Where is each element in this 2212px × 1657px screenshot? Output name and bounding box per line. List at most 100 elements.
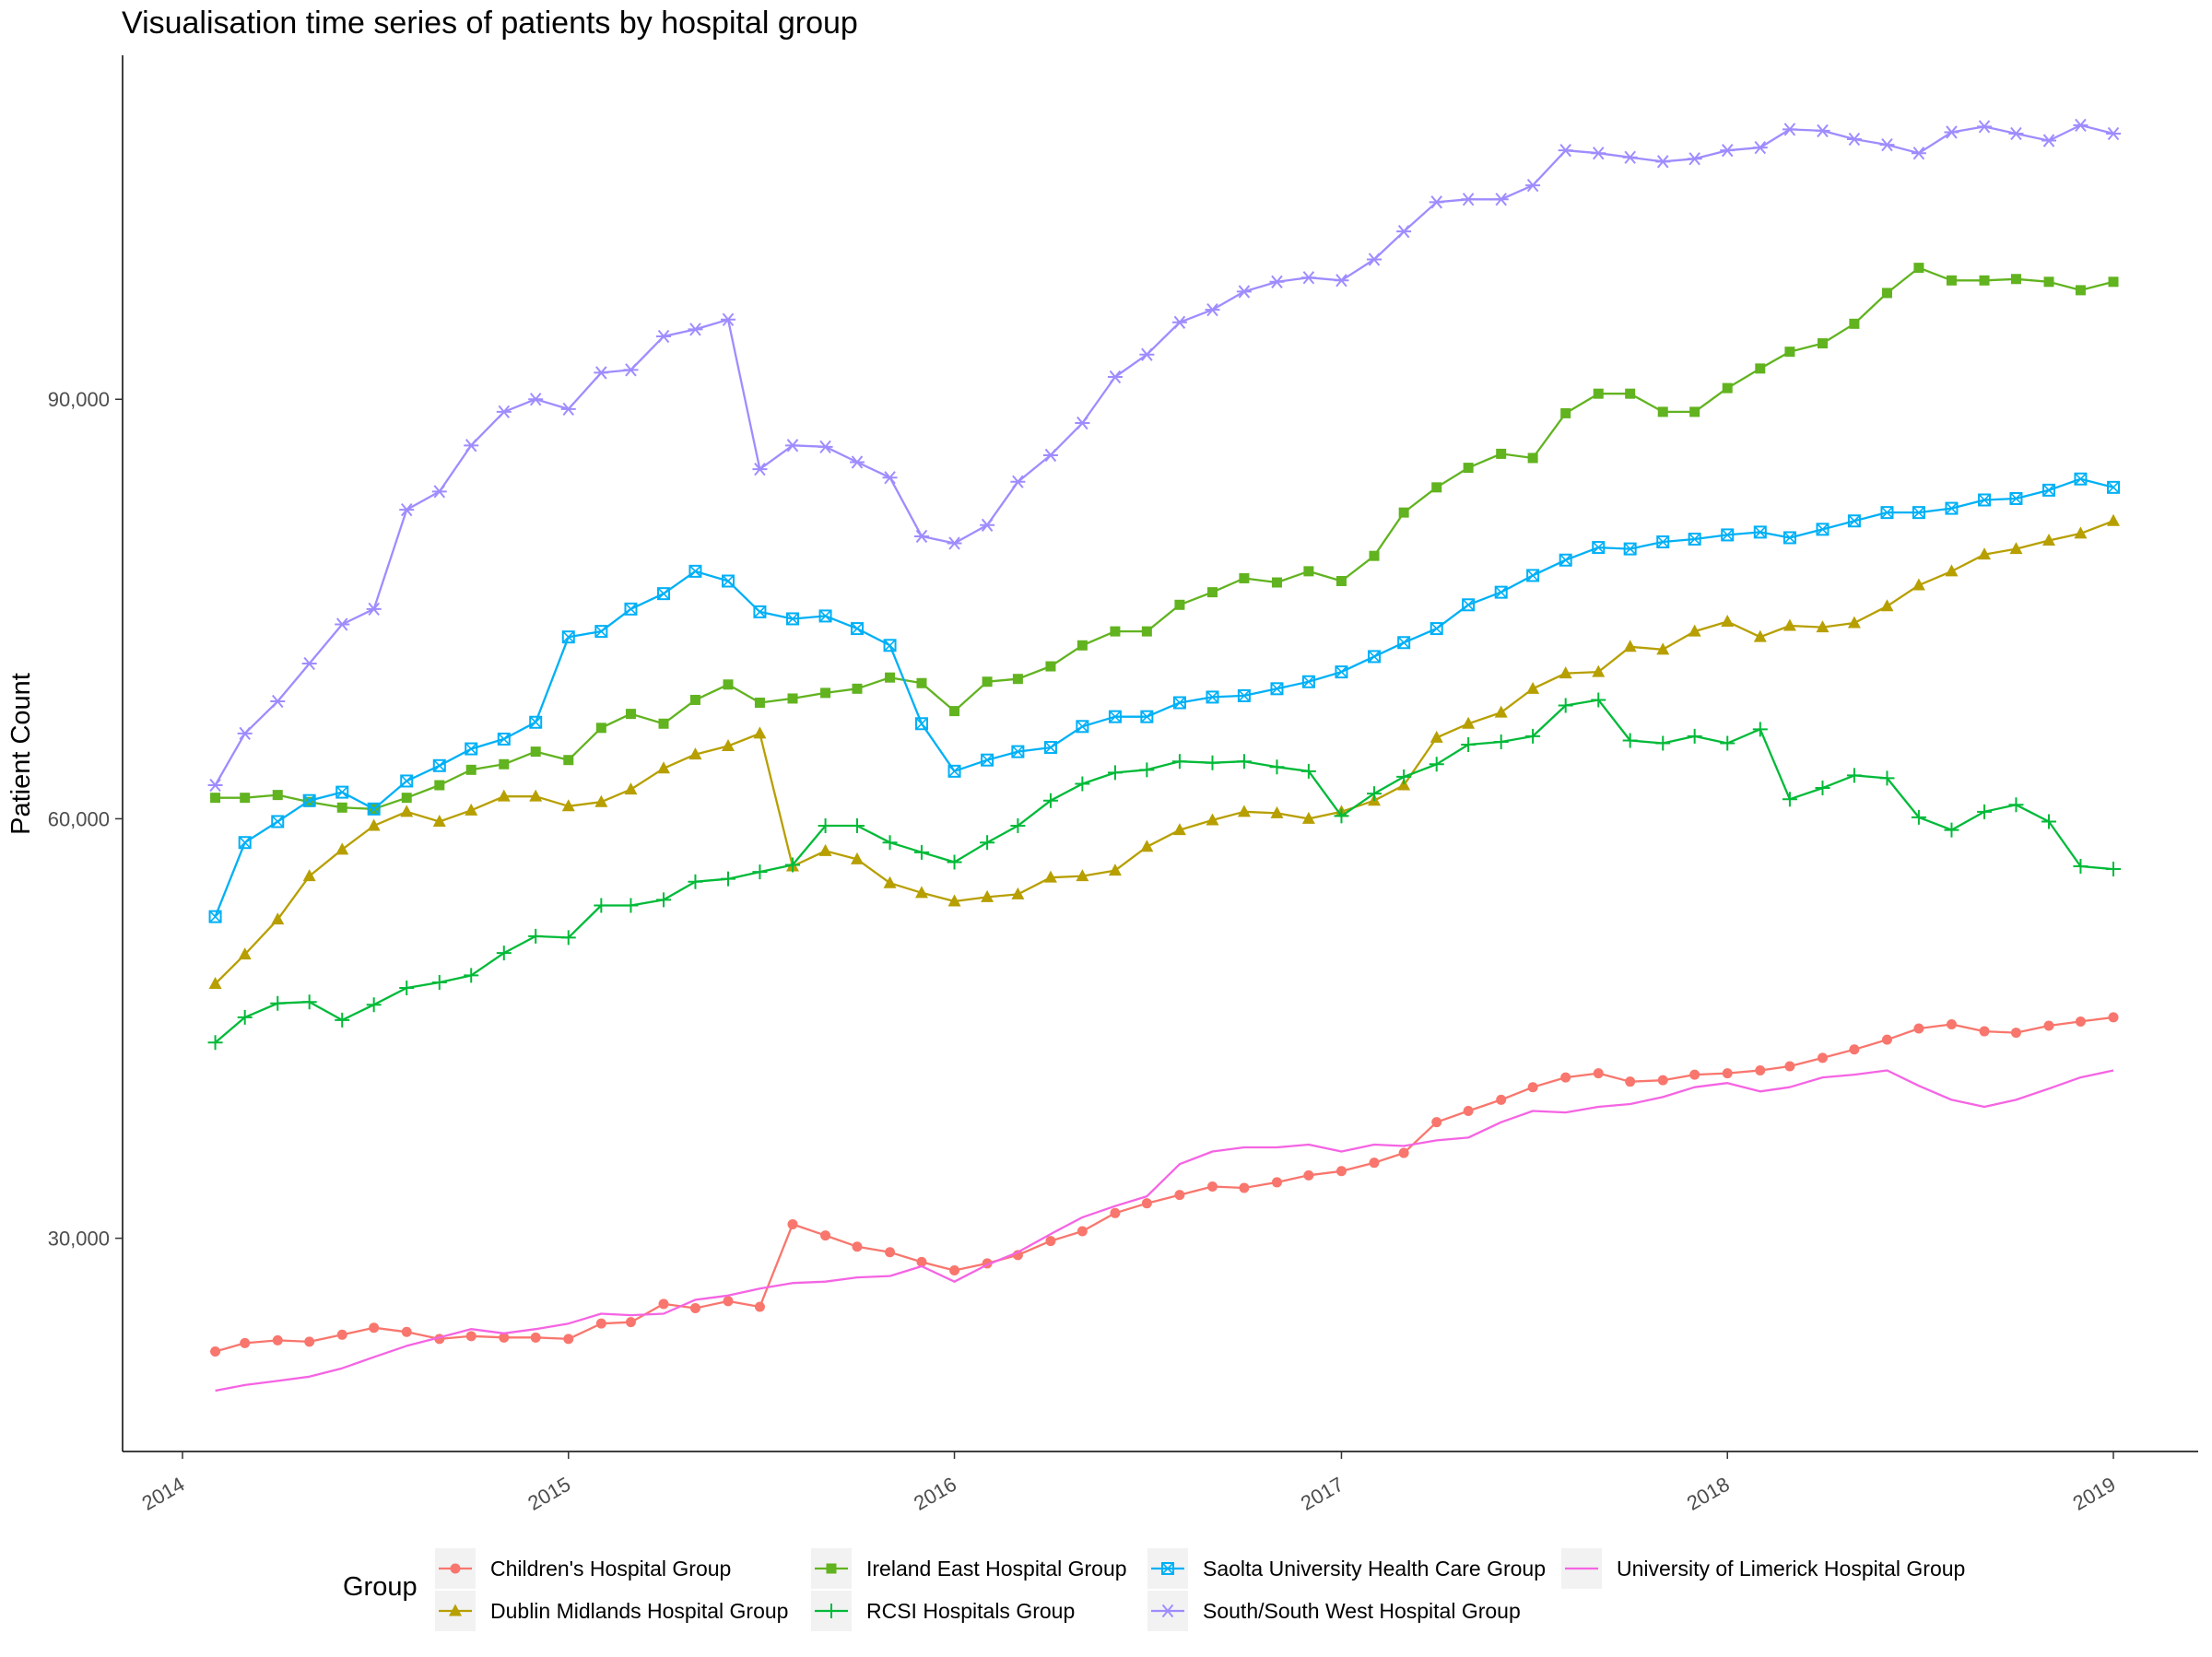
data-point bbox=[1043, 741, 1057, 755]
data-point bbox=[434, 780, 445, 791]
data-point bbox=[496, 946, 512, 961]
data-point bbox=[271, 912, 285, 925]
data-point bbox=[1139, 762, 1155, 778]
data-point bbox=[1782, 792, 1797, 807]
data-point bbox=[594, 794, 608, 807]
data-point bbox=[1172, 823, 1186, 836]
data-point bbox=[785, 857, 801, 873]
data-point bbox=[2008, 797, 2024, 813]
data-point bbox=[2108, 276, 2119, 288]
data-point bbox=[366, 997, 382, 1013]
data-point bbox=[1722, 1068, 1733, 1079]
data-point bbox=[207, 778, 223, 793]
data-point bbox=[1526, 569, 1540, 582]
data-point bbox=[1559, 553, 1572, 567]
data-point bbox=[432, 814, 446, 827]
data-point bbox=[336, 1329, 347, 1340]
data-point bbox=[270, 694, 286, 709]
legend-item: Ireland East Hospital Group bbox=[811, 1548, 1127, 1589]
data-point bbox=[1043, 870, 1057, 883]
data-point bbox=[1042, 793, 1058, 808]
data-point bbox=[1911, 809, 1926, 825]
data-point bbox=[431, 485, 447, 499]
legend-item: Dublin Midlands Hospital Group bbox=[435, 1591, 788, 1631]
data-point bbox=[1141, 626, 1152, 637]
data-point bbox=[1560, 407, 1571, 418]
data-point bbox=[826, 1563, 837, 1574]
data-point bbox=[367, 802, 381, 816]
data-point bbox=[1979, 1026, 1990, 1037]
data-point bbox=[464, 968, 479, 983]
data-point bbox=[530, 1332, 541, 1343]
data-point bbox=[721, 871, 736, 887]
data-point bbox=[1880, 599, 1894, 612]
legend-item: South/South West Hospital Group bbox=[1147, 1591, 1521, 1631]
legend-label: South/South West Hospital Group bbox=[1203, 1598, 1521, 1623]
data-point bbox=[624, 602, 638, 616]
series-saolta-university-health-care-group bbox=[208, 472, 2120, 923]
data-point bbox=[1236, 754, 1252, 770]
data-point bbox=[981, 753, 994, 767]
data-point bbox=[623, 363, 639, 377]
data-point bbox=[1752, 140, 1768, 155]
data-point bbox=[335, 1012, 350, 1028]
data-point bbox=[1720, 144, 1735, 158]
data-point bbox=[1721, 614, 1735, 627]
data-point bbox=[753, 726, 767, 739]
data-point bbox=[1655, 155, 1671, 169]
data-point bbox=[1463, 1106, 1474, 1117]
data-point bbox=[2073, 859, 2088, 875]
data-point bbox=[302, 869, 316, 882]
data-point bbox=[1107, 765, 1123, 781]
data-point bbox=[1978, 547, 1992, 560]
data-point bbox=[1978, 493, 1992, 507]
legend-label: Ireland East Hospital Group bbox=[866, 1556, 1127, 1581]
data-point bbox=[850, 622, 864, 636]
data-point bbox=[1879, 137, 1895, 152]
data-point bbox=[1881, 288, 1892, 299]
data-point bbox=[499, 758, 510, 770]
data-point bbox=[2106, 862, 2121, 877]
data-point bbox=[563, 755, 574, 766]
data-point bbox=[594, 625, 608, 639]
data-point bbox=[1496, 1094, 1507, 1105]
data-point bbox=[465, 742, 478, 756]
data-point bbox=[785, 439, 801, 452]
data-point bbox=[1141, 1198, 1152, 1209]
data-point bbox=[688, 874, 703, 889]
data-point bbox=[787, 693, 798, 704]
legend-label: Dublin Midlands Hospital Group bbox=[490, 1598, 789, 1623]
data-point bbox=[431, 974, 447, 990]
data-point bbox=[1911, 147, 1926, 160]
data-point bbox=[1593, 388, 1604, 399]
data-point bbox=[1110, 1207, 1121, 1218]
data-point bbox=[464, 439, 479, 452]
data-point bbox=[1753, 525, 1767, 539]
data-point bbox=[1045, 661, 1056, 672]
legend-key bbox=[1561, 1548, 1602, 1589]
data-point bbox=[1010, 818, 1026, 834]
data-point bbox=[2041, 814, 2057, 829]
data-point bbox=[913, 844, 929, 860]
data-point bbox=[528, 928, 544, 944]
data-point bbox=[850, 852, 864, 864]
data-point bbox=[1206, 813, 1219, 826]
data-point bbox=[1077, 640, 1088, 651]
data-point bbox=[1625, 1076, 1636, 1087]
data-point bbox=[818, 440, 833, 453]
data-point bbox=[625, 709, 636, 720]
series-dublin-midlands-hospital-group bbox=[208, 513, 2120, 989]
data-point bbox=[1171, 315, 1187, 329]
data-point bbox=[723, 679, 734, 690]
data-point bbox=[529, 715, 543, 729]
data-point bbox=[914, 886, 928, 899]
data-point bbox=[1847, 514, 1861, 528]
data-point bbox=[658, 718, 669, 729]
data-point bbox=[1722, 382, 1733, 394]
series-children-s-hospital-group bbox=[210, 1012, 2119, 1357]
y-tick-label: 60,000 bbox=[48, 807, 110, 830]
data-point bbox=[1880, 506, 1894, 520]
data-point bbox=[1625, 388, 1636, 399]
series-university-of-limerick-hospital-group bbox=[215, 1069, 2114, 1393]
data-point bbox=[1075, 416, 1090, 430]
